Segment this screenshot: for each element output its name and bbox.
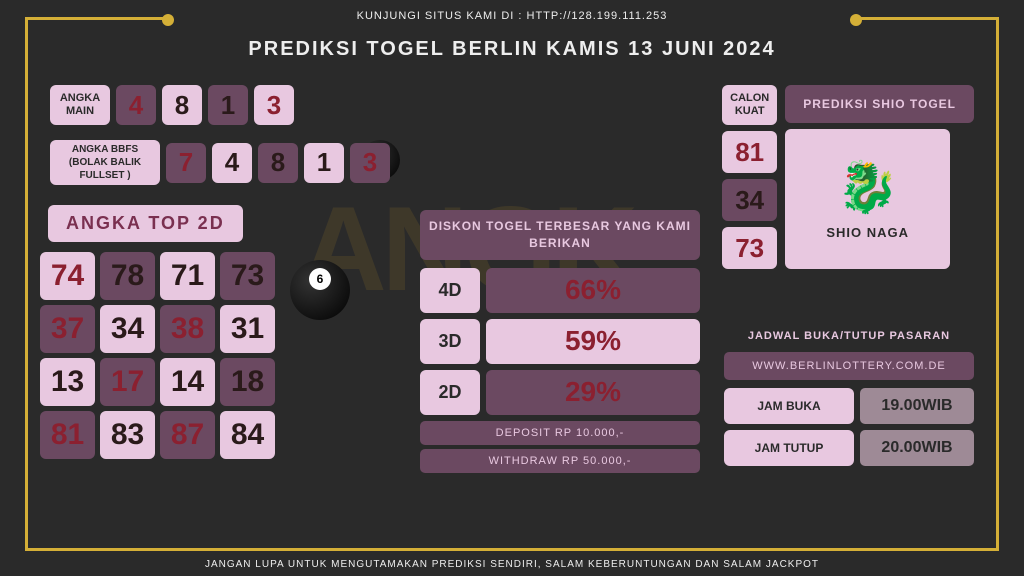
top2d-cell: 74 <box>40 252 95 300</box>
top2d-title: ANGKA TOP 2D <box>48 205 243 242</box>
angka-main-label: ANGKA MAIN <box>50 85 110 125</box>
shio-col: PREDIKSI SHIO TOGEL 🐉 SHIO NAGA <box>785 85 974 269</box>
angka-main-section: ANGKA MAIN 4813 <box>50 85 294 125</box>
angka-main-num: 1 <box>208 85 248 125</box>
top2d-cell: 81 <box>40 411 95 459</box>
shio-image-box: 🐉 SHIO NAGA <box>785 129 950 269</box>
shio-title: PREDIKSI SHIO TOGEL <box>785 85 974 123</box>
bbfs-num: 8 <box>258 143 298 183</box>
diskon-value: 59% <box>486 319 700 364</box>
bbfs-num: 1 <box>304 143 344 183</box>
bbfs-num: 3 <box>350 143 390 183</box>
dragon-icon: 🐉 <box>837 158 899 217</box>
bbfs-num: 4 <box>212 143 252 183</box>
jadwal-title: JADWAL BUKA/TUTUP PASARAN <box>724 330 974 342</box>
bbfs-section: ANGKA BBFS (BOLAK BALIK FULLSET ) 74813 <box>50 140 390 185</box>
angka-main-num: 3 <box>254 85 294 125</box>
calon-num: 34 <box>722 179 777 221</box>
diskon-label: 2D <box>420 370 480 415</box>
top2d-cell: 31 <box>220 305 275 353</box>
top2d-grid: 74787173 37343831 13171418 81838784 <box>40 252 275 459</box>
top2d-cell: 18 <box>220 358 275 406</box>
jam-tutup-label: JAM TUTUP <box>724 430 854 466</box>
shio-section: CALON KUAT 81 34 73 PREDIKSI SHIO TOGEL 🐉 … <box>722 85 974 269</box>
angka-main-num: 8 <box>162 85 202 125</box>
jadwal-section: JADWAL BUKA/TUTUP PASARAN WWW.BERLINLOTT… <box>724 330 974 472</box>
top2d-cell: 84 <box>220 411 275 459</box>
top2d-cell: 87 <box>160 411 215 459</box>
shio-name: SHIO NAGA <box>826 225 909 240</box>
withdraw-info: WITHDRAW RP 50.000,- <box>420 449 700 473</box>
calon-kuat-col: CALON KUAT 81 34 73 <box>722 85 777 269</box>
diskon-section: DISKON TOGEL TERBESAR YANG KAMI BERIKAN … <box>420 210 700 473</box>
top2d-section: ANGKA TOP 2D 747871733734383113171418818… <box>40 205 275 459</box>
page-title: PREDIKSI TOGEL BERLIN KAMIS 13 JUNI 2024 <box>0 38 1024 61</box>
calon-num: 73 <box>722 227 777 269</box>
calon-num: 81 <box>722 131 777 173</box>
jam-buka-time: 19.00WIB <box>860 388 974 424</box>
diskon-value: 66% <box>486 268 700 313</box>
jam-buka-label: JAM BUKA <box>724 388 854 424</box>
top2d-cell: 71 <box>160 252 215 300</box>
bbfs-num: 7 <box>166 143 206 183</box>
top2d-cell: 17 <box>100 358 155 406</box>
diskon-value: 29% <box>486 370 700 415</box>
top2d-cell: 78 <box>100 252 155 300</box>
jam-tutup-time: 20.00WIB <box>860 430 974 466</box>
bbfs-label: ANGKA BBFS (BOLAK BALIK FULLSET ) <box>50 140 160 185</box>
deposit-info: DEPOSIT RP 10.000,- <box>420 421 700 445</box>
top2d-cell: 83 <box>100 411 155 459</box>
top2d-cell: 14 <box>160 358 215 406</box>
top2d-cell: 13 <box>40 358 95 406</box>
diskon-label: 4D <box>420 268 480 313</box>
angka-main-num: 4 <box>116 85 156 125</box>
top2d-cell: 34 <box>100 305 155 353</box>
top2d-cell: 73 <box>220 252 275 300</box>
calon-kuat-label: CALON KUAT <box>722 85 777 125</box>
footer-text: JANGAN LUPA UNTUK MENGUTAMAKAN PREDIKSI … <box>0 559 1024 570</box>
diskon-label: 3D <box>420 319 480 364</box>
top2d-cell: 38 <box>160 305 215 353</box>
top2d-cell: 37 <box>40 305 95 353</box>
jadwal-site: WWW.BERLINLOTTERY.COM.DE <box>724 352 974 380</box>
diskon-title: DISKON TOGEL TERBESAR YANG KAMI BERIKAN <box>420 210 700 260</box>
